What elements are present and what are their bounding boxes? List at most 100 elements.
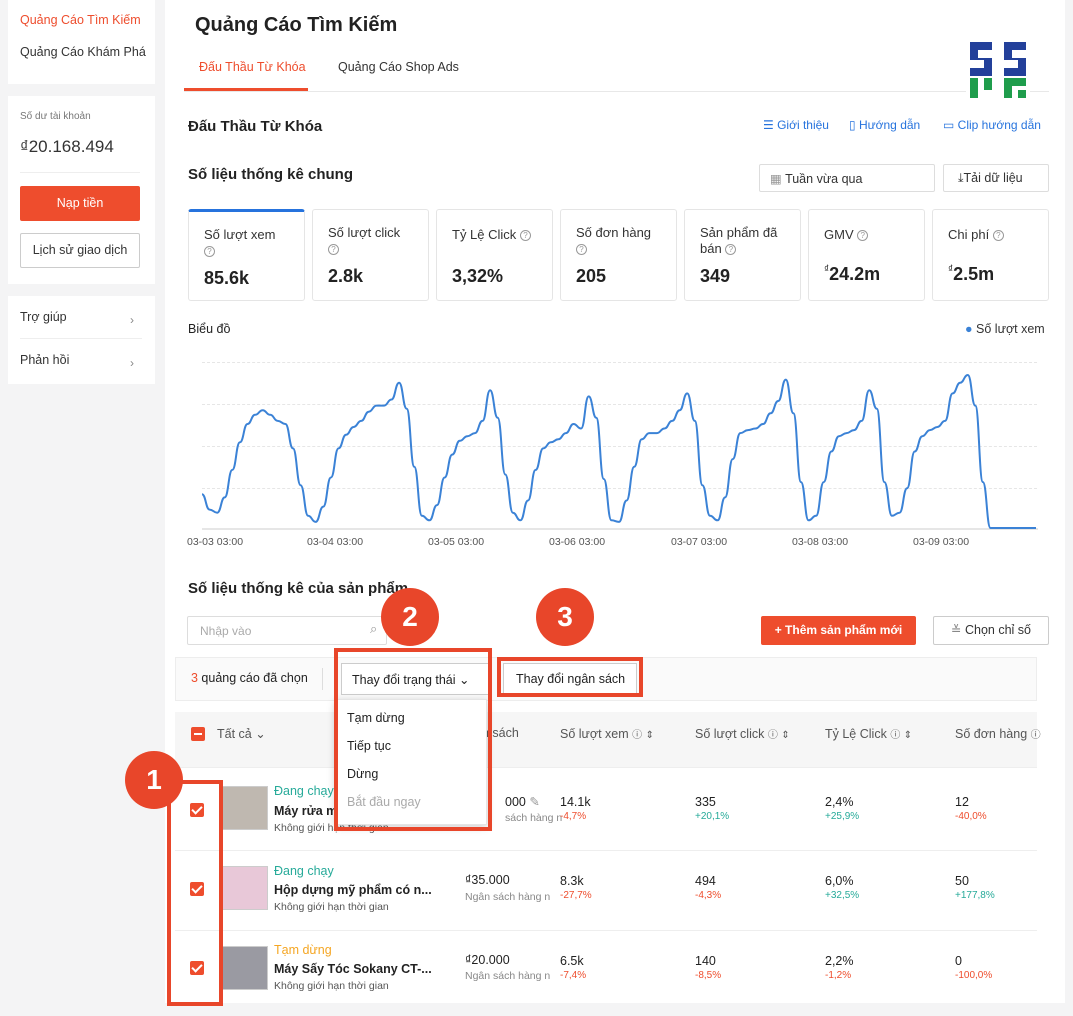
help-icon: ? [857,230,869,242]
list-icon: ☰ [763,118,778,132]
col-orders[interactable]: Số đơn hàng ⓘ [955,727,1041,741]
products-title: Số liệu thống kê của sản phẩm [188,580,409,597]
annotation-box-2 [334,648,492,831]
status-badge: Đang chạy [274,864,334,878]
help-icon: ? [328,244,339,256]
guide-link[interactable]: ▯ Hướng dẫn [849,118,921,132]
chevron-right-icon: › [130,313,134,327]
col-clicks[interactable]: Số lượt click ⓘ ⇕ [695,727,790,741]
orders-change: +177,8% [955,890,995,901]
menu-item-resume[interactable]: Tiếp tục [347,739,392,753]
download-icon: ⤓ [958,171,964,185]
date-range-picker[interactable]: ▦ Tuần vừa qua [759,164,935,192]
nav-search-ads[interactable]: Quảng Cáo Tìm Kiếm [20,13,141,27]
product-thumbnail [222,866,268,910]
annotation-badge-1: 1 [125,751,183,809]
product-search-input[interactable]: Nhập vào ⌕ [187,616,387,645]
video-guide-link[interactable]: ▭ Clip hướng dẫn [943,118,1041,132]
topup-button[interactable]: Nạp tiền [20,186,140,221]
download-data-button[interactable]: ⤓Tải dữ liệu [943,164,1049,192]
video-icon: ▭ [943,118,958,132]
feedback-link[interactable]: Phản hồi [20,353,70,367]
help-icon: ? [576,244,587,256]
x-tick: 03-04 03:00 [307,536,364,548]
chart-legend[interactable]: ● Số lượt xem [965,322,1045,336]
ctr-change: +32,5% [825,890,860,901]
x-tick: 03-07 03:00 [671,536,728,548]
orders-change: -40,0% [955,811,987,822]
tab-keyword-bidding[interactable]: Đấu Thầu Từ Khóa [199,60,306,74]
stat-label: Sản phẩm đã bán [700,225,778,256]
budget-value[interactable]: ₫20.000 [465,953,510,967]
sort-icon: ⇕ [781,730,790,741]
stat-label: Tỷ Lệ Click [452,227,517,242]
nav-discovery-ads[interactable]: Quảng Cáo Khám Phá [20,45,146,59]
section-title: Đấu Thầu Từ Khóa [188,118,323,135]
choose-metrics-button[interactable]: ≚ Chọn chỉ số [933,616,1049,645]
change-budget-button[interactable]: Thay đổi ngân sách [503,663,637,695]
stat-label: Số lượt xem [204,227,276,242]
menu-item-pause[interactable]: Tạm dừng [347,711,405,725]
row-checkbox[interactable] [190,961,204,975]
annotation-box-3 [497,657,643,697]
col-ctr[interactable]: Tỷ Lệ Click ⓘ ⇕ [825,727,913,741]
chart-title: Biểu đồ [188,322,231,336]
col-all[interactable]: Tất cả ⌄ [217,727,266,741]
stat-value: ₫24.2m [824,264,881,284]
table-header [175,712,1037,767]
balance-label: Số dư tài khoản [20,111,91,122]
x-tick: 03-09 03:00 [913,536,970,548]
annotation-box-1 [167,780,223,1006]
filter-icon: ≚ [951,623,965,637]
stat-value: 2.8k [328,266,364,286]
legend-dot-icon: ● [965,322,977,336]
x-tick: 03-08 03:00 [792,536,849,548]
stat-value: 85.6k [204,268,250,288]
stat-value: 349 [700,266,731,286]
sort-icon: ⇕ [645,730,655,741]
orders-value: 50 [955,874,969,888]
table-row [175,930,1037,1003]
product-name[interactable]: Hộp dựng mỹ phẩm có n... [274,883,432,897]
edit-icon[interactable]: ✎ [529,795,540,809]
views-value: 8.3k [560,874,584,888]
stat-card-clicks[interactable]: Số lượt click? 2.8k [312,209,429,301]
stat-card-ctr[interactable]: Tỷ Lệ Click ? 3,32% [436,209,553,301]
transaction-history-button[interactable]: Lịch sử giao dịch [20,233,140,268]
clicks-change: -8,5% [695,970,722,981]
tab-shop-ads[interactable]: Quảng Cáo Shop Ads [338,60,459,74]
intro-link[interactable]: ☰ Giới thiệu [763,118,829,132]
views-value: 6.5k [560,954,584,968]
product-name[interactable]: Máy rửa m [274,804,338,818]
orders-value: 0 [955,954,962,968]
product-name[interactable]: Máy Sấy Tóc Sokany CT-... [274,962,432,976]
annotation-badge-2: 2 [381,588,439,646]
views-series-line [201,373,1036,529]
stat-card-orders[interactable]: Số đơn hàng? 205 [560,209,677,301]
chevron-down-icon: ⌄ [255,727,266,741]
sidebar: Quảng Cáo Tìm Kiếm Quảng Cáo Khám Phá Số… [0,0,155,1003]
select-all-checkbox[interactable] [191,727,205,741]
stat-card-gmv[interactable]: GMV ? ₫24.2m [808,209,925,301]
row-checkbox[interactable] [190,882,204,896]
search-placeholder: Nhập vào [200,624,252,638]
clicks-change: +20,1% [695,811,730,822]
time-limit: Không giới hạn thời gian [274,822,389,834]
ctr-value: 2,2% [825,954,854,968]
row-checkbox[interactable] [190,803,204,817]
stat-card-cost[interactable]: Chi phí ? ₫2.5m [932,209,1049,301]
budget-value[interactable]: 000 ✎ [505,795,540,809]
help-icon: ⓘ [632,730,643,741]
stat-card-items-sold[interactable]: Sản phẩm đã bán ? 349 [684,209,801,301]
page-title: Quảng Cáo Tìm Kiếm [195,14,398,36]
budget-note: Ngân sách hàng n [465,891,551,903]
add-product-button[interactable]: + Thêm sản phẩm mới [761,616,916,645]
stat-card-views[interactable]: Số lượt xem? 85.6k [188,209,305,301]
menu-item-stop[interactable]: Dừng [347,767,379,781]
help-link[interactable]: Trợ giúp [20,310,67,324]
col-views[interactable]: Số lượt xem ⓘ ⇕ [560,727,655,741]
stat-label: GMV [824,227,854,242]
budget-value[interactable]: ₫35.000 [465,873,510,887]
table-row [175,767,1037,850]
status-badge: Tạm dừng [274,943,332,957]
